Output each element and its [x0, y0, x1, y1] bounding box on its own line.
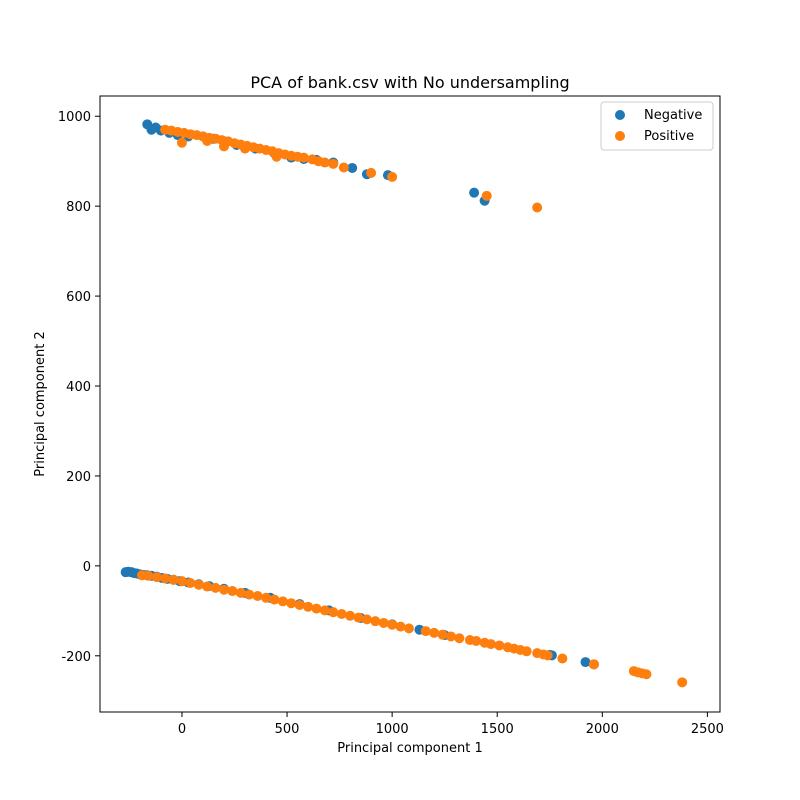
x-tick-label: 1000 [376, 722, 409, 737]
legend-marker-negative [615, 110, 625, 120]
data-point-positive [151, 572, 162, 583]
data-point-positive [345, 610, 356, 621]
data-point-positive [298, 152, 309, 163]
data-point-positive [193, 579, 204, 590]
data-point-positive [366, 167, 377, 178]
data-point-positive [202, 135, 213, 146]
series-positive [137, 124, 688, 688]
y-tick-label: 400 [66, 380, 91, 395]
x-tick-label: 1500 [481, 722, 514, 737]
legend-label-negative: Negative [644, 108, 702, 123]
x-axis-label: Principal component 1 [337, 741, 482, 756]
data-point-positive [542, 650, 553, 661]
data-point-positive [240, 143, 251, 154]
x-tick-label: 0 [178, 722, 186, 737]
data-point-positive [143, 570, 154, 581]
data-point-positive [202, 581, 213, 592]
data-point-positive [641, 669, 652, 680]
legend-box [600, 101, 714, 151]
data-point-positive [176, 137, 187, 148]
data-point-positive [403, 623, 414, 634]
data-point-positive [185, 577, 196, 588]
data-point-positive [319, 157, 330, 168]
y-axis-ticks: -200 0 200 400 600 800 1000 [58, 110, 100, 665]
data-point-positive [303, 601, 314, 612]
data-point-positive [521, 646, 532, 657]
data-point-positive [485, 639, 496, 650]
data-point-positive [271, 151, 282, 162]
data-point-positive [445, 631, 456, 642]
x-tick-label: 500 [275, 722, 300, 737]
data-point-negative [347, 162, 358, 173]
y-tick-label: 600 [66, 290, 91, 305]
data-point-positive [557, 653, 568, 664]
data-point-negative [469, 187, 480, 198]
data-point-positive [328, 607, 339, 618]
data-point-positive [338, 162, 349, 173]
legend-marker-positive [615, 131, 625, 141]
legend-label-positive: Positive [644, 129, 694, 144]
data-point-positive [336, 608, 347, 619]
data-point-positive [168, 574, 179, 585]
x-axis-ticks: 0 500 1000 1500 2000 2500 [178, 712, 724, 737]
data-point-positive [235, 587, 246, 598]
data-point-positive [252, 590, 263, 601]
data-point-positive [395, 621, 406, 632]
y-tick-label: 0 [83, 560, 91, 575]
x-tick-label: 2500 [691, 722, 724, 737]
y-tick-label: -200 [61, 650, 91, 665]
data-point-positive [261, 592, 272, 603]
data-point-positive [353, 612, 364, 623]
data-point-positive [370, 616, 381, 627]
data-point-positive [677, 677, 688, 688]
data-point-positive [319, 605, 330, 616]
data-point-positive [311, 603, 322, 614]
data-point-positive [286, 598, 297, 609]
data-point-positive [210, 582, 221, 593]
data-point-positive [219, 141, 229, 152]
y-tick-label: 1000 [58, 110, 91, 125]
data-point-positive [244, 589, 255, 600]
data-point-positive [219, 584, 229, 595]
data-point-positive [361, 614, 372, 625]
data-point-positive [481, 190, 492, 201]
y-axis-label: Principal component 2 [33, 331, 48, 476]
data-point-positive [420, 626, 431, 637]
x-tick-label: 2000 [586, 722, 619, 737]
chart-title: PCA of bank.csv with No undersampling [250, 73, 569, 92]
data-point-positive [532, 202, 543, 213]
data-point-negative [580, 657, 591, 668]
y-tick-label: 200 [66, 470, 91, 485]
data-point-positive [269, 594, 280, 605]
data-point-positive [328, 158, 339, 169]
data-point-positive [378, 617, 389, 628]
data-point-positive [588, 659, 599, 670]
data-point-positive [387, 619, 398, 630]
legend: Negative Positive [600, 101, 714, 151]
plot-frame [99, 95, 721, 713]
y-tick-label: 800 [66, 200, 91, 215]
points-layer [120, 119, 688, 688]
data-point-positive [429, 627, 440, 638]
data-point-positive [387, 171, 398, 182]
data-point-positive [277, 596, 288, 607]
data-point-positive [437, 629, 448, 640]
data-point-positive [494, 640, 505, 651]
data-point-positive [227, 586, 238, 597]
data-point-positive [176, 576, 187, 587]
data-point-positive [471, 635, 482, 646]
data-point-positive [160, 573, 171, 584]
data-point-positive [454, 633, 465, 644]
data-point-positive [294, 599, 305, 610]
